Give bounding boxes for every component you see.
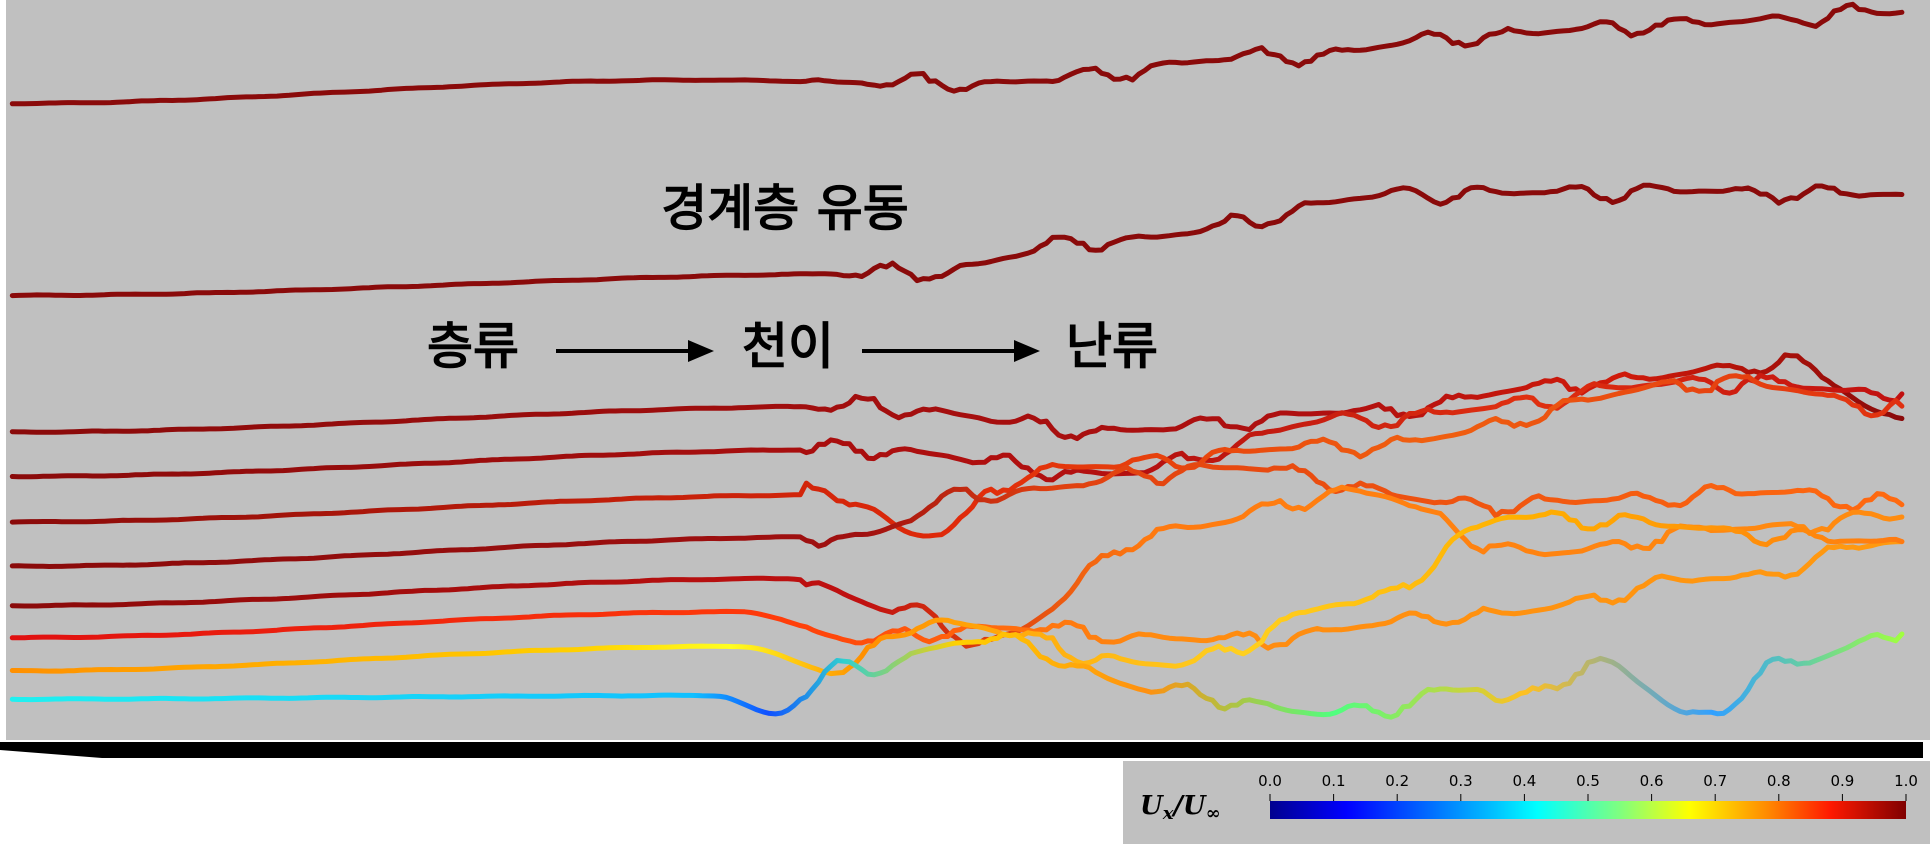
flat-plate — [0, 742, 1923, 758]
streamline — [9, 372, 1905, 483]
colorbar-label: Ux/U∞ — [1140, 791, 1221, 824]
tick-label: 0.8 — [1767, 772, 1791, 790]
flow-domain — [6, 0, 1930, 740]
tick-label: 1.0 — [1894, 772, 1918, 790]
tick-label: 0.0 — [1258, 772, 1282, 790]
stage-label: 층류 — [427, 318, 519, 376]
streamline — [9, 1, 1905, 107]
streamline — [9, 509, 1905, 677]
colorbar — [1270, 801, 1906, 819]
tick-label: 0.6 — [1640, 772, 1664, 790]
colorbar-ticks: 0.0 0.1 0.2 0.3 0.4 0.5 0.6 0.7 0.8 0.9 1.0 — [1258, 772, 1918, 801]
stage-label: 난류 — [1066, 318, 1158, 376]
streamline — [9, 182, 1905, 299]
streamline — [9, 484, 1905, 649]
tick-label: 0.1 — [1322, 772, 1346, 790]
arrow — [862, 340, 1040, 362]
tick-label: 0.5 — [1576, 772, 1600, 790]
arrow — [556, 340, 714, 362]
tick-label: 0.4 — [1512, 772, 1536, 790]
stage-label: 천이 — [742, 318, 834, 376]
streamline — [9, 462, 1905, 569]
title: 경계층 유동 — [661, 180, 908, 238]
tick-label: 0.9 — [1830, 772, 1854, 790]
streamline — [9, 373, 1905, 539]
streamline — [9, 539, 1905, 651]
streamlines — [9, 1, 1905, 720]
tick-label: 0.2 — [1385, 772, 1409, 790]
streamline — [9, 631, 1905, 720]
tick-label: 0.3 — [1449, 772, 1473, 790]
tick-label: 0.7 — [1703, 772, 1727, 790]
